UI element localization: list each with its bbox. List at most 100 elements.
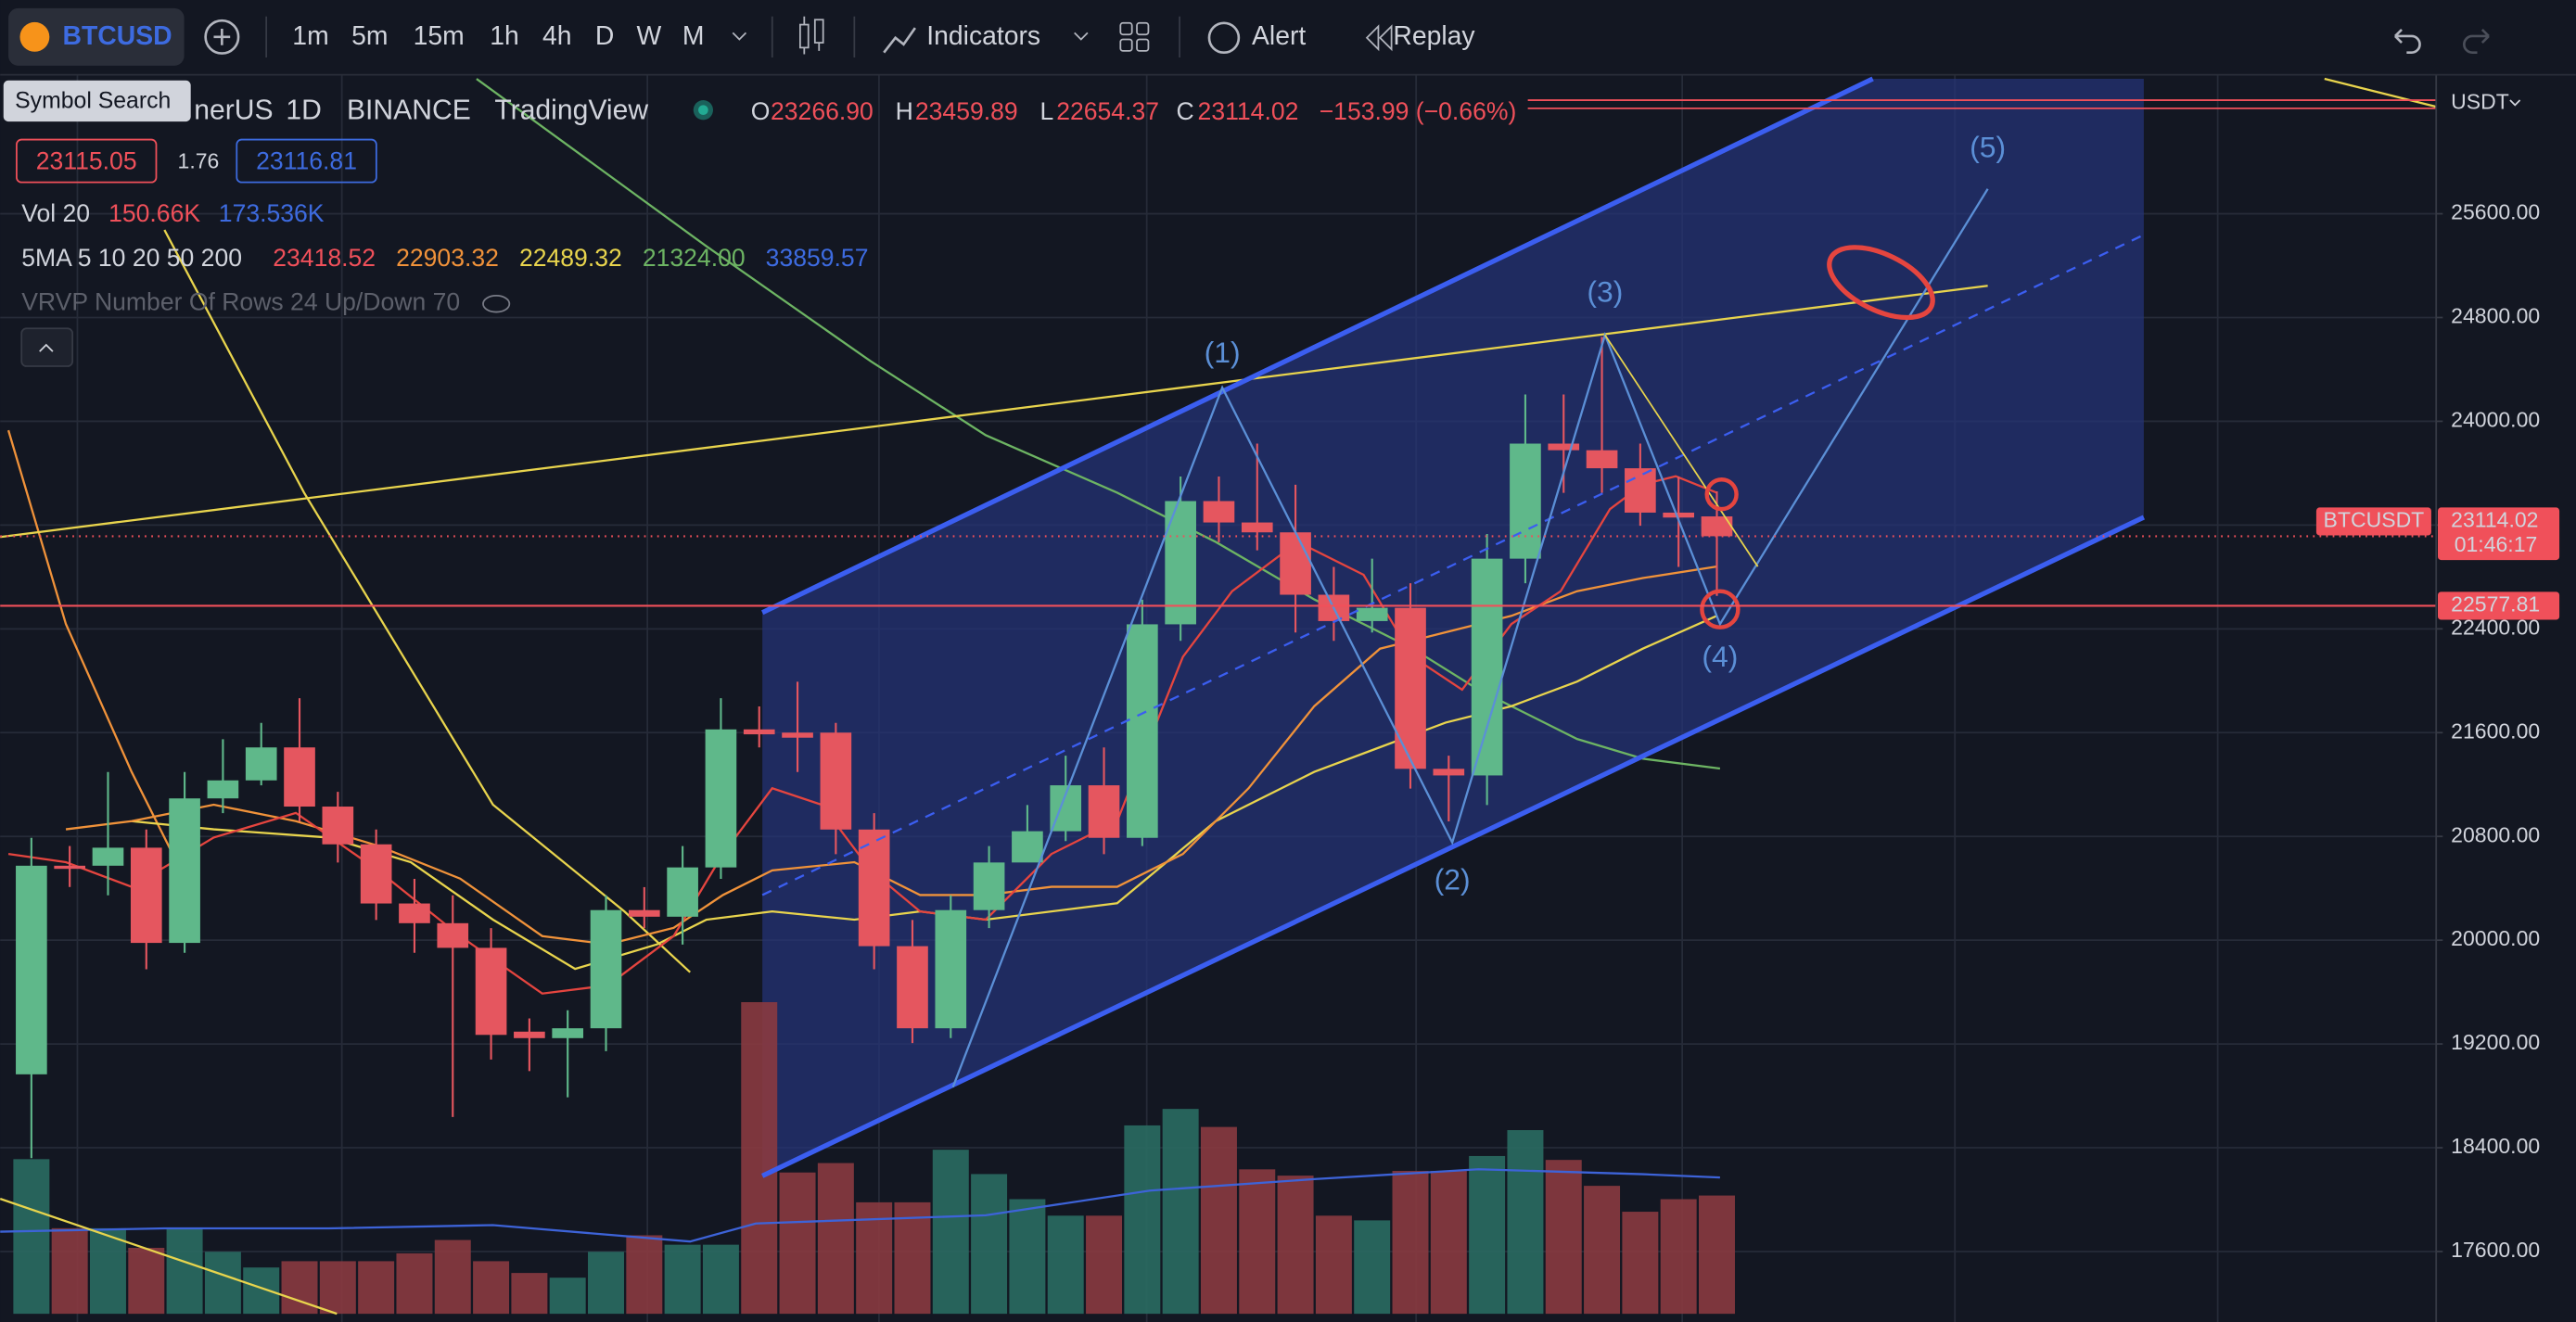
volume-bar [1239, 1169, 1276, 1315]
volume-bar [1392, 1171, 1429, 1315]
candle-body [782, 732, 813, 738]
bid-box[interactable] [16, 138, 158, 184]
tooltip [3, 80, 191, 122]
interval[interactable]: 15m [414, 21, 465, 51]
candle-body [1625, 468, 1656, 513]
hide-icon[interactable] [482, 294, 511, 313]
volume-bar [1009, 1199, 1046, 1315]
candle-body [820, 732, 852, 830]
candle-body [897, 946, 928, 1029]
volume-bar [1698, 1195, 1735, 1315]
candle-body [169, 798, 200, 944]
channel-fill [762, 79, 2144, 1176]
undo[interactable] [2394, 28, 2421, 55]
ma-line [6, 429, 174, 855]
candle-body [1471, 558, 1503, 776]
candle-layer [16, 337, 1733, 1159]
ohlc-value: 22654.37 [1056, 97, 1159, 125]
candle-body [1203, 501, 1235, 523]
interval[interactable]: 1m [292, 21, 328, 51]
layout-button[interactable] [1119, 21, 1150, 52]
candle-body [973, 862, 1005, 910]
volume-bar [588, 1252, 624, 1315]
volume-bar [1545, 1160, 1582, 1315]
candle-body [207, 780, 239, 799]
tooltip-text: Symbol Search [15, 88, 171, 113]
symbol-label: BTCUSDT [2324, 508, 2425, 532]
candle-body [1241, 522, 1273, 533]
volume-bar [358, 1261, 395, 1315]
drawings [760, 76, 2437, 1178]
price-label: 22577.81 [2451, 592, 2540, 617]
candle-body [743, 729, 775, 735]
interval[interactable]: M [682, 21, 705, 51]
ma-value: 22489.32 [519, 244, 622, 272]
wave-label: (1) [1205, 336, 1241, 369]
indicators-button[interactable]: Indicators [926, 21, 1040, 51]
candle-body [667, 867, 698, 917]
wave-path [951, 188, 1989, 1088]
candle-body [935, 909, 967, 1029]
alert-button[interactable]: Alert [1252, 21, 1306, 51]
add-symbol[interactable] [204, 19, 240, 55]
redo[interactable] [2463, 28, 2490, 55]
volume-bar [511, 1273, 548, 1315]
caret[interactable] [732, 32, 747, 41]
y-tick-label: 24800.00 [2451, 304, 2540, 328]
volume-bar [971, 1174, 1008, 1315]
candle-body [552, 1028, 584, 1038]
candle-body [360, 844, 392, 904]
y-tick-label: 18400.00 [2451, 1134, 2540, 1158]
volume-bar [549, 1278, 586, 1315]
caret[interactable] [1074, 32, 1089, 41]
candle-body [1280, 532, 1311, 595]
volume-bar [1277, 1176, 1314, 1315]
interval[interactable]: W [637, 21, 662, 51]
channel-lower [760, 515, 2146, 1178]
currency[interactable]: USDT [2451, 90, 2509, 114]
vol-value: 150.66K [108, 199, 200, 227]
legend: nerUS 1D BINANCE TradingView O 23266.90 … [16, 95, 1516, 367]
ma-value: 33859.57 [766, 244, 869, 272]
ma-name: 5MA 5 10 20 50 200 [21, 244, 242, 272]
volume-bar [1200, 1126, 1237, 1315]
interval[interactable]: 4h [542, 21, 572, 51]
ohlc-value: 23459.89 [915, 97, 1018, 125]
volume-layer [13, 1001, 1735, 1315]
volume-bar [89, 1227, 126, 1315]
volume-bar [204, 1252, 241, 1315]
ask-box[interactable] [236, 138, 377, 184]
interval[interactable]: D [595, 21, 614, 51]
volume-bar [473, 1261, 510, 1315]
replay-icon [1365, 24, 1393, 52]
candle-body [858, 829, 890, 947]
volume-bar [243, 1267, 280, 1315]
volume-bar [664, 1244, 701, 1315]
volume-bar [1086, 1215, 1123, 1315]
candle-body [628, 909, 660, 917]
candle-body [705, 729, 737, 868]
price-label: 23114.02 [2451, 508, 2538, 532]
interval[interactable]: 5m [351, 21, 388, 51]
chart-type-button[interactable] [799, 16, 824, 55]
price-label-bg [2438, 591, 2560, 620]
candle-body [92, 847, 124, 866]
caret [2509, 99, 2521, 107]
countdown: 01:46:17 [2455, 532, 2538, 556]
replay-button[interactable]: Replay [1393, 21, 1475, 51]
volume-bar [817, 1163, 854, 1315]
volume-bar [1047, 1215, 1084, 1315]
candle-body [1510, 443, 1541, 559]
candle-body [1088, 785, 1120, 838]
symbol-button[interactable] [8, 7, 185, 66]
candle-body [54, 865, 85, 870]
collapse-button[interactable] [20, 327, 74, 367]
ohlc-key: L [1040, 97, 1054, 125]
interval[interactable]: 1h [490, 21, 519, 51]
ma-value: 21324.00 [643, 244, 746, 272]
ma-line [0, 1198, 338, 1316]
symbol[interactable]: BTCUSD [63, 21, 172, 51]
candle-body [284, 747, 315, 807]
y-tick-label: 24000.00 [2451, 408, 2540, 432]
